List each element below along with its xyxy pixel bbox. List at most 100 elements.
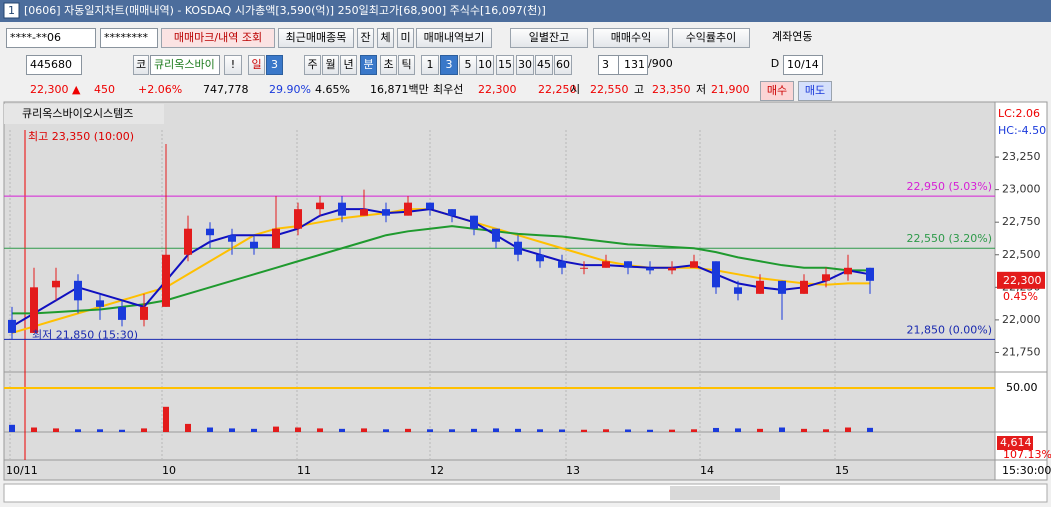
toolbar-button[interactable]: 최근매매종목 — [278, 28, 354, 48]
count-max: /900 — [648, 57, 673, 70]
volume-bar — [691, 429, 697, 432]
name-input[interactable]: 큐리옥스바이 — [150, 55, 220, 75]
volume-bar — [163, 406, 169, 432]
volume-bar — [713, 427, 719, 432]
volume-bar — [361, 428, 367, 432]
sell-button[interactable]: 매도 — [798, 81, 832, 101]
toolbar-button[interactable]: 일별잔고 — [510, 28, 588, 48]
volume-bar — [471, 428, 477, 432]
d-checkbox[interactable]: D — [770, 57, 780, 70]
candle-body — [734, 287, 742, 294]
y-tick-label: 23,000 — [1002, 183, 1041, 196]
ref-label: 22,950 (5.03%) — [906, 180, 992, 193]
volume-ratio: 107.13% — [1003, 448, 1051, 461]
password-input[interactable]: ******** — [100, 28, 158, 48]
sync-checkbox[interactable]: 계좌연동 — [772, 30, 813, 43]
date-input[interactable]: 10/14 — [783, 55, 823, 75]
volume-bar — [53, 428, 59, 432]
minute-button[interactable]: 60 — [554, 55, 572, 75]
volume-bar — [31, 427, 37, 432]
ref-label: 22,550 (3.20%) — [906, 232, 992, 245]
hc-label: HC:-4.50 — [998, 124, 1046, 137]
candle-body — [756, 280, 764, 294]
quote-item: 22,300 — [478, 83, 517, 96]
candle-body — [844, 267, 852, 275]
period-button[interactable]: 분 — [360, 55, 377, 75]
period-button[interactable]: 일 — [248, 55, 265, 75]
period-button[interactable]: 년 — [340, 55, 357, 75]
quote-item: 22,300 ▲ — [30, 83, 81, 96]
toolbar-button[interactable]: 매매수익 — [593, 28, 669, 48]
quote-item: 29.90% — [269, 83, 311, 96]
volume-bar — [119, 429, 125, 432]
account-select[interactable]: ****-**06 — [6, 28, 96, 48]
moving-average — [12, 225, 870, 315]
candle-body — [558, 261, 566, 268]
toolbar-button[interactable]: 잔 — [357, 28, 374, 48]
volume-bar — [295, 427, 301, 432]
candle-body — [96, 300, 104, 307]
minute-button[interactable]: 30 — [516, 55, 534, 75]
x-label: 13 — [566, 464, 580, 477]
volume-bar — [735, 428, 741, 432]
indicator-label: 50.00 — [1006, 381, 1038, 394]
minute-button[interactable]: 10 — [476, 55, 494, 75]
y-tick-label: 22,750 — [1002, 215, 1041, 228]
scrollbar[interactable] — [3, 483, 1048, 503]
volume-bar — [559, 429, 565, 432]
code-input[interactable]: 445680 — [26, 55, 82, 75]
quote-item: 450 — [94, 83, 115, 96]
axis-area — [994, 101, 1048, 481]
period-button[interactable]: 주 — [304, 55, 321, 75]
toolbar-button[interactable]: 매매마크/내역 조회 — [161, 28, 275, 48]
badge: 1 — [8, 4, 15, 17]
quote-item: 4.65% — [315, 83, 350, 96]
period-button[interactable]: 틱 — [398, 55, 415, 75]
candle-body — [602, 261, 610, 268]
count-input[interactable]: 131 — [618, 55, 648, 75]
panel-title: 큐리옥스바이오시스템즈 — [22, 107, 133, 120]
candle-body — [580, 267, 588, 269]
candle-body — [162, 254, 170, 307]
volume-last: 4,614 — [1000, 436, 1032, 449]
alert-button[interactable]: ! — [224, 55, 242, 75]
candle-body — [778, 280, 786, 294]
ref-label: 21,850 (0.00%) — [906, 323, 992, 336]
buy-button[interactable]: 매수 — [760, 81, 794, 101]
candle-body — [426, 202, 434, 210]
minute-button[interactable]: 45 — [535, 55, 553, 75]
candle-body — [690, 261, 698, 268]
quote-item: 22,550 — [590, 83, 629, 96]
candle-body — [646, 267, 654, 271]
volume-bar — [581, 429, 587, 432]
period-button[interactable]: 3 — [266, 55, 283, 75]
candle-body — [624, 261, 632, 268]
volume-bar — [427, 429, 433, 432]
minute-button[interactable]: 1 — [421, 55, 439, 75]
quote-item: 시 — [570, 83, 581, 96]
minute-button[interactable]: 3 — [440, 55, 458, 75]
toolbar-button[interactable]: 매매내역보기 — [416, 28, 492, 48]
volume-bar — [97, 429, 103, 432]
volume-bar — [229, 428, 235, 432]
toolbar-button[interactable]: 체 — [377, 28, 394, 48]
minute-button[interactable]: 15 — [496, 55, 514, 75]
volume-box — [997, 436, 1033, 450]
candle-body — [536, 254, 544, 262]
price-box — [997, 271, 1045, 289]
candle-body — [206, 228, 214, 236]
toolbar-button[interactable]: 수익률추이 — [672, 28, 750, 48]
minute-button[interactable]: 5 — [459, 55, 477, 75]
quote-item: 747,778 — [203, 83, 249, 96]
scroll-thumb[interactable] — [670, 486, 780, 500]
x-label: 15 — [835, 464, 849, 477]
volume-bar — [801, 428, 807, 432]
period-button[interactable]: 월 — [322, 55, 339, 75]
x-label: 14 — [700, 464, 714, 477]
toolbar-button[interactable]: 미 — [397, 28, 414, 48]
candle-body — [316, 202, 324, 210]
quote-item: 22,250 — [538, 83, 577, 96]
period-button[interactable]: 초 — [380, 55, 397, 75]
